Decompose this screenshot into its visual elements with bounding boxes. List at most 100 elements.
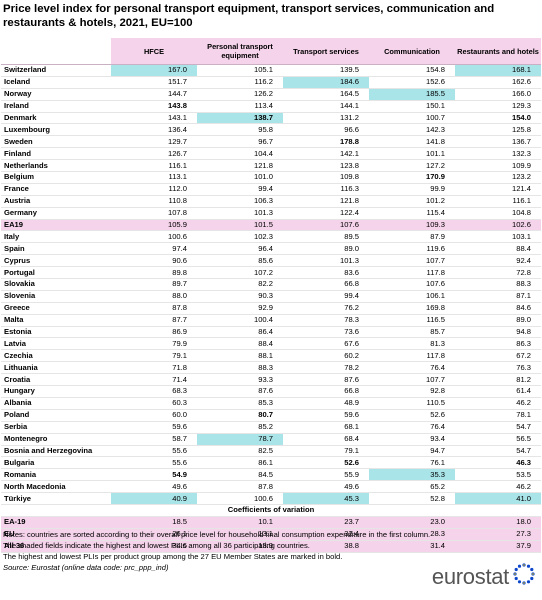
value-cell: 60.0 [111, 409, 197, 422]
value-cell: 59.6 [111, 421, 197, 434]
coefficient-value: 10.1 [197, 516, 283, 529]
table-row: Bulgaria 55.6 86.1 52.6 76.1 46.3 [1, 456, 541, 470]
value-cell: 144.1 [283, 100, 369, 113]
value-cell: 81.2 [455, 373, 541, 387]
value-cell: 106.1 [369, 290, 455, 303]
value-cell: 142.1 [283, 147, 369, 161]
table-row: Croatia 71.4 93.3 87.6 107.7 81.2 [1, 373, 541, 387]
country-cell: Portugal [1, 266, 111, 280]
value-cell: 90.6 [111, 254, 197, 268]
value-cell: 121.4 [455, 183, 541, 196]
value-cell: 122.4 [283, 207, 369, 220]
value-cell: 76.4 [369, 361, 455, 375]
value-cell: 55.6 [111, 456, 197, 470]
value-cell: 110.5 [369, 397, 455, 410]
value-cell: 115.4 [369, 207, 455, 220]
table-row: Czechia 79.1 88.1 60.2 117.8 67.2 [1, 349, 541, 363]
table-row: Malta 87.7 100.4 78.3 116.5 89.0 [1, 314, 541, 327]
value-cell: 144.7 [111, 88, 197, 101]
table-row: Hungary 68.3 87.6 66.8 92.8 61.4 [1, 385, 541, 398]
table-row: Germany 107.8 101.3 122.4 115.4 104.8 [1, 207, 541, 220]
value-cell: 80.7 [197, 409, 283, 422]
value-cell: 65.2 [369, 480, 455, 494]
country-cell: Norway [1, 88, 111, 101]
value-cell: 86.4 [197, 326, 283, 339]
value-cell: 71.8 [111, 361, 197, 375]
country-cell: Bosnia and Herzegovina [1, 445, 111, 458]
value-cell: 102.6 [455, 219, 541, 232]
value-cell: 49.6 [283, 480, 369, 494]
value-cell: 99.4 [197, 183, 283, 196]
value-cell: 164.5 [283, 88, 369, 101]
table-row: Serbia 59.6 85.2 68.1 76.4 54.7 [1, 421, 541, 434]
note-line: The shaded fields indicate the highest a… [3, 541, 310, 550]
value-cell: 87.6 [283, 373, 369, 387]
value-cell: 126.7 [111, 147, 197, 161]
value-cell: 66.8 [283, 385, 369, 398]
value-cell: 88.4 [197, 337, 283, 351]
value-cell: 76.4 [369, 421, 455, 434]
value-cell: 168.1 [455, 64, 541, 77]
value-cell: 109.8 [283, 171, 369, 184]
value-cell: 87.8 [197, 480, 283, 494]
value-cell: 106.3 [197, 195, 283, 208]
value-cell: 116.3 [283, 183, 369, 196]
value-cell: 123.8 [283, 159, 369, 173]
table-row: Montenegro 58.7 78.7 68.4 93.4 56.5 [1, 433, 541, 446]
country-cell: Türkiye [1, 492, 111, 505]
coefficient-value: 18.5 [111, 516, 197, 529]
value-cell: 54.9 [111, 468, 197, 482]
value-cell: 113.1 [111, 171, 197, 184]
coefficients-header-row: Coefficients of variation [1, 504, 541, 517]
value-cell: 104.8 [455, 207, 541, 220]
value-cell: 129.7 [111, 135, 197, 149]
value-cell: 76.2 [283, 302, 369, 315]
table-row: Finland 126.7 104.4 142.1 101.1 132.3 [1, 147, 541, 161]
table-row: North Macedonia 49.6 87.8 49.6 65.2 46.2 [1, 480, 541, 494]
value-cell: 87.7 [111, 314, 197, 327]
country-cell: Latvia [1, 337, 111, 351]
value-cell: 142.3 [369, 123, 455, 137]
coefficient-row: EU 26.1 13.1 32.4 28.3 27.3 [1, 528, 541, 541]
country-cell: Estonia [1, 326, 111, 339]
coefficient-value: 26.1 [111, 528, 197, 541]
coefficients-title: Coefficients of variation [1, 504, 541, 517]
country-cell: Germany [1, 207, 111, 220]
coefficient-row: EA-19 18.5 10.1 23.7 23.0 18.0 [1, 516, 541, 529]
value-cell: 94.8 [455, 326, 541, 339]
value-cell: 59.6 [283, 409, 369, 422]
eu-stars-icon [512, 562, 536, 586]
value-cell: 107.6 [369, 278, 455, 291]
value-cell: 107.8 [111, 207, 197, 220]
table-row: Greece 87.8 92.9 76.2 169.8 84.6 [1, 302, 541, 315]
table-row: Sweden 129.7 96.7 178.8 141.8 136.7 [1, 135, 541, 149]
value-cell: 68.4 [283, 433, 369, 446]
value-cell: 96.7 [197, 135, 283, 149]
value-cell: 138.7 [197, 112, 283, 125]
coefficient-label: EA-19 [1, 516, 111, 529]
country-cell: Finland [1, 147, 111, 161]
country-cell: Austria [1, 195, 111, 208]
col-header-communication: Communication [369, 38, 455, 65]
value-cell: 84.6 [455, 302, 541, 315]
value-cell: 88.4 [455, 242, 541, 256]
value-cell: 53.5 [455, 468, 541, 482]
value-cell: 76.3 [455, 361, 541, 375]
notes-block: Notes: countries are sorted according to… [3, 529, 463, 573]
value-cell: 101.2 [369, 195, 455, 208]
value-cell: 87.1 [455, 290, 541, 303]
value-cell: 107.6 [283, 219, 369, 232]
coefficient-row: All 36 34.6 13.9 38.8 31.4 37.9 [1, 540, 541, 553]
value-cell: 166.0 [455, 88, 541, 101]
value-cell: 100.6 [197, 492, 283, 505]
country-cell: Slovenia [1, 290, 111, 303]
country-cell: Spain [1, 242, 111, 256]
value-cell: 87.8 [111, 302, 197, 315]
coefficient-value: 23.7 [283, 516, 369, 529]
country-cell: Romania [1, 468, 111, 482]
value-cell: 60.3 [111, 397, 197, 410]
col-header-restaurants-hotels: Restaurants and hotels [455, 38, 541, 65]
table-row: Spain 97.4 96.4 89.0 119.6 88.4 [1, 242, 541, 256]
value-cell: 143.1 [111, 112, 197, 125]
table-row: Slovenia 88.0 90.3 99.4 106.1 87.1 [1, 290, 541, 303]
